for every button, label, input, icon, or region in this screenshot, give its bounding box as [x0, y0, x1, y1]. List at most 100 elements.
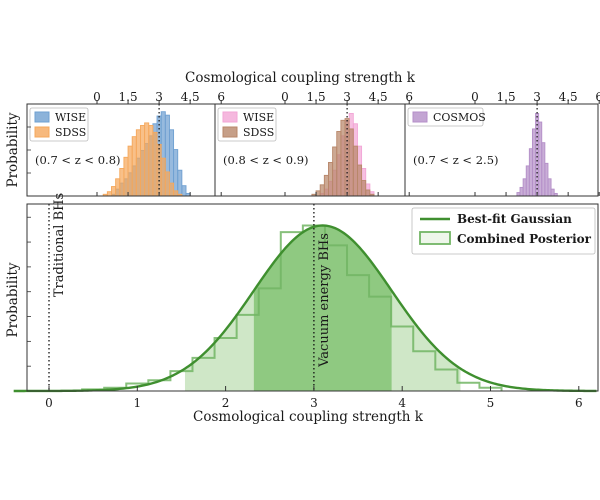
- x-tick-label: 4.5: [181, 90, 200, 104]
- series-sdss: [311, 118, 375, 197]
- hist-bar: [332, 146, 338, 197]
- x-tick-label: 1.5: [497, 90, 516, 104]
- x-tick-label: 0: [281, 90, 289, 104]
- hist-bar: [519, 186, 524, 197]
- hist-bar: [340, 119, 346, 197]
- credible-band-1-sigma: [253, 225, 392, 391]
- legend-swatch: [412, 111, 428, 123]
- hist-bar: [531, 128, 536, 197]
- hist-bar: [544, 162, 549, 197]
- hist-bar: [352, 145, 358, 197]
- x-tick-label: 1: [133, 396, 141, 410]
- x-tick-label: 4.5: [369, 90, 388, 104]
- x-tick-label: 6: [575, 396, 583, 410]
- top-ylabel: Probability: [5, 112, 21, 187]
- hist-bar: [160, 157, 166, 197]
- hist-bar: [119, 168, 125, 197]
- panel-bottom: Traditional BHs Vacuum energy BHs 0 1 2 3 4 5 6 B…: [13, 193, 599, 410]
- gaussian-curve: [13, 224, 597, 393]
- x-tick-label: 3: [310, 396, 318, 410]
- hist-bar: [361, 180, 367, 197]
- x-tick-label: 0: [93, 90, 101, 104]
- hist-bar: [357, 164, 363, 197]
- legend-swatch: [222, 111, 238, 123]
- redshift-range-label: (0.7 < z < 0.8): [35, 153, 121, 167]
- legend-swatch: [222, 126, 238, 138]
- hist-bar: [168, 182, 175, 197]
- redshift-range-label: (0.8 < z < 0.9): [223, 153, 309, 167]
- x-tick-label: 1.5: [307, 90, 326, 104]
- hist-bar: [541, 142, 546, 197]
- x-tick-label: 2: [222, 396, 230, 410]
- x-tick-label: 3: [155, 90, 163, 104]
- legend-label: WISE: [243, 111, 274, 124]
- panel-top-3: 0 1.5 3 4.5 6 COSMOS (0.7 < z < 2.5): [404, 90, 600, 197]
- legend-box-swatch: [419, 231, 451, 245]
- panel-top-1: 0 1.5 3 4.5 6 WISE SDSS (0.7 < z < 0.8): [26, 90, 225, 197]
- hist-bar: [127, 145, 133, 197]
- x-tick-label: 0: [471, 90, 479, 104]
- reference-line-label: Traditional BHs: [52, 193, 67, 297]
- legend-label: WISE: [55, 111, 86, 124]
- hist-bar: [181, 185, 187, 197]
- panel-frame: [404, 103, 599, 197]
- legend: Best-fit Gaussian Combined Posterior: [411, 207, 596, 255]
- legend-label: Combined Posterior: [457, 232, 592, 246]
- legend-swatch: [34, 126, 50, 138]
- hist-bar: [111, 186, 117, 197]
- hist-bar: [177, 169, 183, 197]
- legend: WISE SDSS: [217, 107, 277, 142]
- series-sdss: [102, 122, 183, 197]
- hist-bar: [115, 178, 121, 197]
- hist-bar: [123, 156, 129, 197]
- hist-bar: [525, 165, 530, 197]
- bottom-ylabel: Probability: [5, 262, 21, 337]
- x-tick-label: 6: [405, 90, 413, 104]
- x-tick-label: 3: [343, 90, 351, 104]
- hist-bar: [336, 131, 342, 197]
- legend-box: [411, 207, 596, 255]
- hist-bar: [173, 190, 179, 197]
- x-tick-label: 6: [595, 90, 600, 104]
- hist-bar: [550, 188, 555, 197]
- legend-label: SDSS: [243, 126, 274, 139]
- legend-label: COSMOS: [433, 111, 486, 124]
- legend-swatch: [34, 111, 50, 123]
- legend-label: Best-fit Gaussian: [457, 212, 572, 226]
- hist-bar: [140, 125, 146, 197]
- hist-bar: [148, 125, 154, 197]
- top-axis-title: Cosmological coupling strength k: [185, 70, 416, 86]
- x-tick-label: 4: [398, 396, 406, 410]
- hist-bar: [315, 190, 321, 197]
- x-tick-label: 1.5: [119, 90, 138, 104]
- hist-bar: [319, 184, 325, 197]
- hist-bar: [164, 171, 170, 197]
- hist-bar: [538, 121, 543, 197]
- series-cosmos: [516, 112, 558, 197]
- hist-bar: [173, 149, 179, 197]
- legend: WISE SDSS: [29, 107, 89, 142]
- hist-bar: [106, 191, 112, 197]
- hist-bar: [516, 192, 521, 197]
- hist-bar: [135, 129, 141, 197]
- posterior-histogram: [81, 224, 503, 391]
- hist-bar: [522, 178, 527, 197]
- hist-bar: [547, 178, 552, 197]
- x-tick-label: 3: [533, 90, 541, 104]
- panel-top-2: 0 1.5 3 4.5 6 WISE SDSS (0.8 < z < 0.9): [214, 90, 413, 197]
- hist-bar: [152, 131, 158, 197]
- hist-bar: [328, 162, 334, 197]
- redshift-range-label: (0.7 < z < 2.5): [413, 153, 499, 167]
- x-tick-label: 6: [217, 90, 225, 104]
- hist-bar: [348, 128, 354, 197]
- reference-line-label: Vacuum energy BHs: [317, 233, 332, 368]
- legend: COSMOS: [407, 107, 486, 127]
- hist-bar: [144, 122, 150, 197]
- x-tick-label: 0: [45, 396, 53, 410]
- x-tick-label: 4.5: [559, 90, 578, 104]
- x-tick-label: 5: [487, 396, 495, 410]
- hist-bar: [528, 148, 533, 197]
- legend-label: SDSS: [55, 126, 86, 139]
- hist-bar: [365, 189, 371, 197]
